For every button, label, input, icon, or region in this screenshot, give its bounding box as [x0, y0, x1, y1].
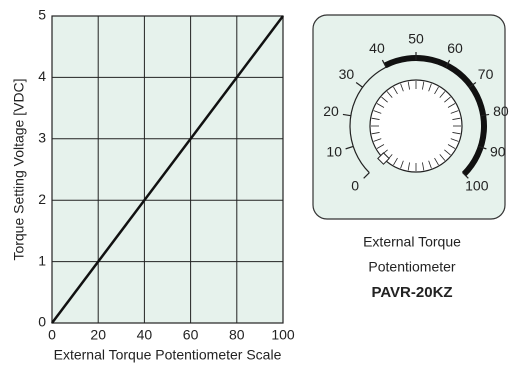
knob-tick	[452, 132, 461, 135]
dial-tick	[445, 59, 451, 68]
y-tick-label: 5	[38, 7, 46, 23]
dial-tick	[381, 59, 387, 68]
x-tick-label: 60	[183, 327, 199, 343]
knob-tick	[407, 81, 410, 90]
y-tick-label: 1	[38, 252, 46, 268]
knob-tick	[444, 149, 451, 156]
knob-tick	[371, 132, 380, 135]
y-tick-label: 2	[38, 191, 46, 207]
dial-tick	[345, 145, 354, 150]
knob-tick	[434, 86, 439, 95]
knob-tick	[373, 110, 382, 114]
knob-tick	[400, 83, 404, 92]
y-tick-label: 3	[38, 130, 46, 146]
knob-tick	[422, 162, 425, 171]
knob-tick	[439, 154, 446, 161]
caption-line: External Torque	[363, 234, 461, 250]
model-label: PAVR-20KZ	[371, 284, 452, 301]
dial-label: 10	[326, 143, 342, 159]
dial-tick	[363, 172, 370, 179]
dial-tick	[481, 113, 490, 117]
x-tick-label: 100	[271, 327, 295, 343]
x-tick-label: 20	[90, 327, 106, 343]
dial-label: 20	[323, 103, 339, 119]
knob-tick	[439, 91, 446, 98]
knob-tick	[428, 83, 432, 92]
knob-tick	[434, 157, 439, 166]
knob-tick	[444, 96, 451, 103]
knob-tick	[447, 144, 456, 149]
knob-tick	[393, 86, 398, 95]
dial-label: 80	[493, 103, 509, 119]
knob-tick	[371, 117, 380, 120]
knob-tick	[400, 160, 404, 169]
knob-tick	[393, 157, 398, 166]
caption-line: Potentiometer	[368, 259, 455, 275]
knob-notch	[377, 152, 390, 165]
x-axis-label: External Torque Potentiometer Scale	[54, 347, 282, 363]
dial-label: 70	[478, 66, 494, 82]
knob-tick	[447, 103, 456, 108]
dial-label: 40	[369, 40, 385, 56]
dial-label: 60	[447, 40, 463, 56]
data-line	[51, 15, 284, 324]
knob-tick	[386, 91, 393, 98]
knob-tick	[373, 138, 382, 142]
x-tick-label: 80	[229, 327, 245, 343]
dial-tick	[462, 172, 469, 179]
dial-label: 100	[465, 178, 489, 194]
dial-tick	[342, 113, 351, 117]
knob-tick	[452, 117, 461, 120]
y-axis-label: Torque Setting Voltage [VDC]	[11, 78, 27, 260]
knob-tick	[407, 162, 410, 171]
knob-tick	[450, 138, 459, 142]
dial-tick	[478, 145, 487, 150]
dial-label: 50	[408, 31, 424, 47]
plot-frame	[51, 15, 284, 324]
dial-tick	[355, 82, 363, 88]
y-tick-label: 4	[38, 68, 46, 84]
knob-tick	[428, 160, 432, 169]
x-tick-label: 0	[48, 327, 56, 343]
dial-label: 30	[339, 66, 355, 82]
knob-tick	[381, 96, 388, 103]
knob-tick	[422, 81, 425, 90]
dial-tick	[469, 82, 477, 88]
knob	[369, 79, 463, 173]
knob-tick	[450, 110, 459, 114]
dial-label: 0	[351, 178, 359, 194]
dial-label: 90	[490, 143, 506, 159]
knob-tick	[376, 144, 385, 149]
y-tick-label: 0	[38, 314, 46, 330]
knob-tick	[376, 103, 385, 108]
x-tick-label: 40	[137, 327, 153, 343]
